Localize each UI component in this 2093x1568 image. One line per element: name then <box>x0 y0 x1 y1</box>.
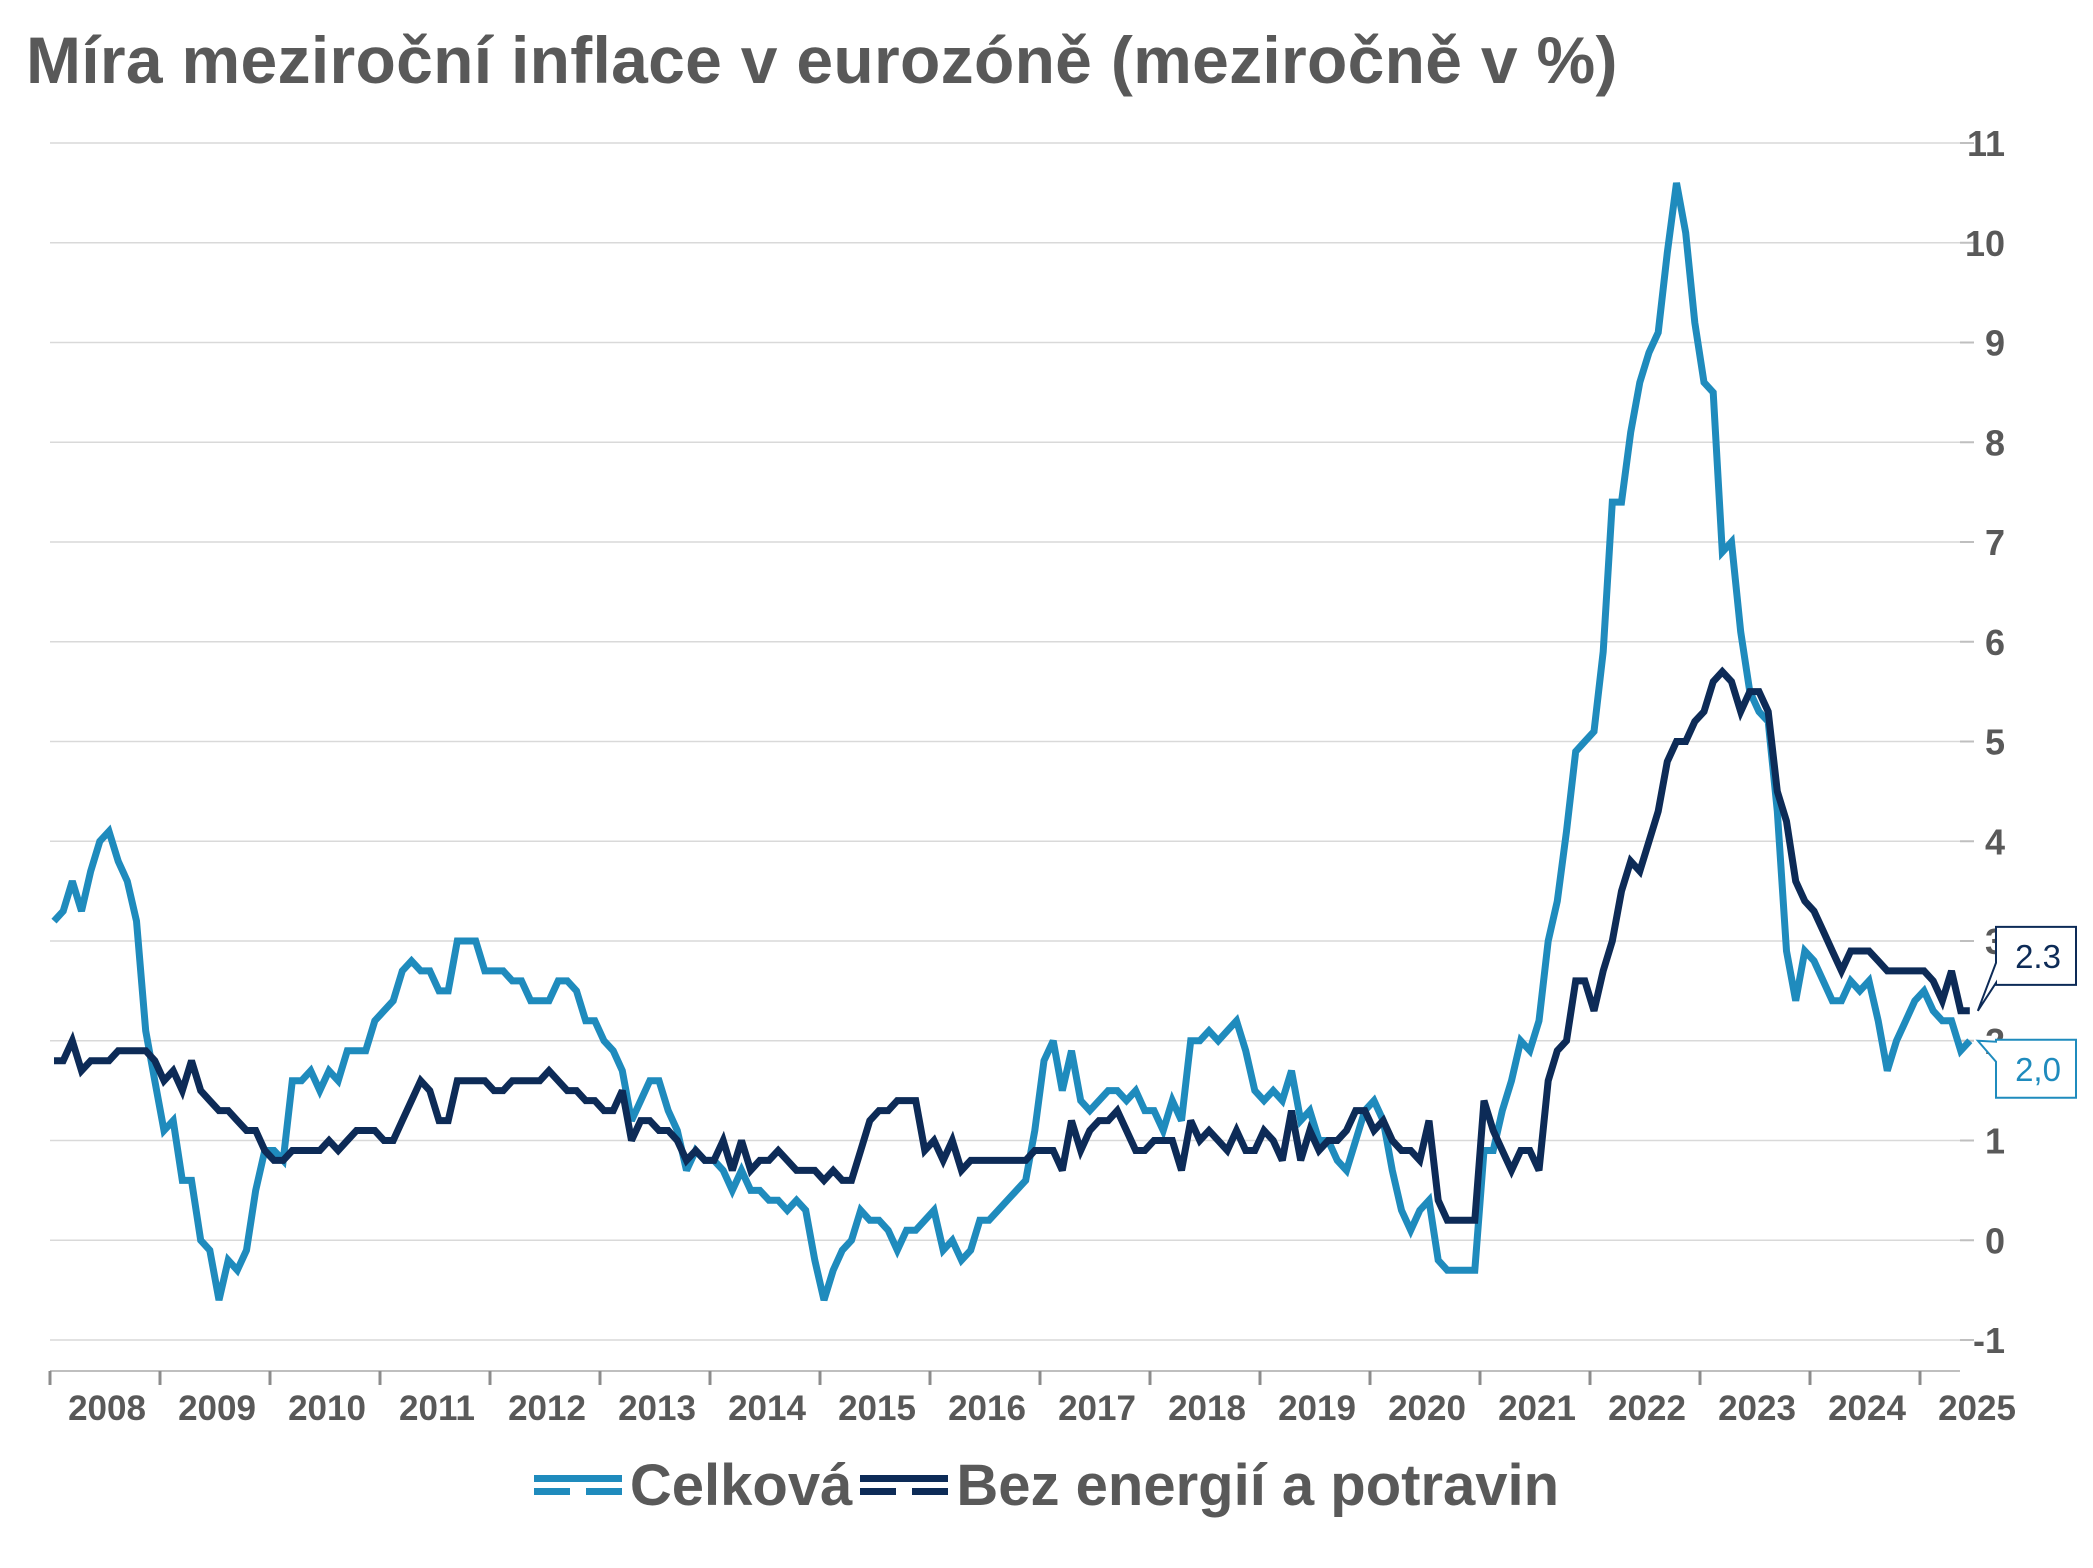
gridlines <box>50 142 1960 1341</box>
y-tick-label: 11 <box>1967 123 2005 164</box>
y-tick-label: 10 <box>1965 223 2005 264</box>
legend-item-bez-energii: Bez energií a potravin <box>860 1452 1559 1519</box>
y-tick-label: 1 <box>1985 1121 2005 1162</box>
x-tick-label: 2009 <box>178 1389 256 1428</box>
legend-label-bez-energii: Bez energií a potravin <box>956 1452 1560 1518</box>
x-tick-label: 2017 <box>1058 1389 1136 1428</box>
series-lines <box>51 182 1973 1302</box>
y-tick-label: 4 <box>1985 821 2005 862</box>
x-tick-label: 2013 <box>618 1389 696 1428</box>
end-label-text: 2,0 <box>2015 1051 2061 1088</box>
x-tick-label: 2023 <box>1718 1389 1796 1428</box>
y-tick-label: -1 <box>1973 1320 2005 1361</box>
line-chart: 2008 2009 2010 2011 2012 2013 2014 2015 2016 2017… <box>48 123 2077 1428</box>
y-axis: 11109876543210-1 <box>1960 123 2005 1361</box>
x-tick-label: 2016 <box>948 1389 1026 1428</box>
x-tick-label: 2018 <box>1168 1389 1246 1428</box>
y-tick-label: 6 <box>1985 622 2005 663</box>
legend-swatch-celkova <box>533 1475 622 1495</box>
chart-title: Míra meziroční inflace v eurozóně (mezir… <box>26 23 1618 97</box>
x-tick-label: 2024 <box>1828 1389 1906 1428</box>
end-label-1: 2.3 <box>1976 925 2077 1012</box>
x-tick-label: 2012 <box>508 1389 586 1428</box>
x-tick-label: 2014 <box>728 1389 806 1428</box>
x-tick-label: 2022 <box>1608 1389 1686 1428</box>
x-tick-label: 2010 <box>288 1389 366 1428</box>
end-label-0: 2,0 <box>1975 1038 2077 1099</box>
end-labels: 2,0 2.3 <box>1975 925 2077 1099</box>
y-tick-label: 0 <box>1985 1220 2005 1261</box>
x-tick-label: 2011 <box>399 1389 475 1428</box>
end-label-text: 2.3 <box>2015 938 2061 975</box>
y-tick-label: 8 <box>1985 422 2005 463</box>
x-tick-label: 2019 <box>1278 1389 1356 1428</box>
series-line-0 <box>51 182 1973 1302</box>
legend: Celková Bez energií a potravin <box>0 1440 2093 1530</box>
y-tick-label: 7 <box>1985 522 2005 563</box>
legend-swatch-bez-energii <box>860 1475 949 1495</box>
x-tick-label: 2008 <box>68 1389 146 1428</box>
x-tick-label: 2015 <box>838 1389 916 1428</box>
x-tick-label: 2020 <box>1388 1389 1466 1428</box>
x-tick-label: 2021 <box>1498 1389 1576 1428</box>
x-axis: 2008 2009 2010 2011 2012 2013 2014 2015 2016 2017… <box>48 1370 2016 1428</box>
x-tick-label: 2025 <box>1938 1389 2016 1428</box>
y-tick-label: 5 <box>1985 722 2005 763</box>
series-line-1 <box>54 666 1970 1224</box>
legend-item-celkova: Celková <box>533 1452 853 1519</box>
legend-label-celkova: Celková <box>629 1452 853 1518</box>
y-tick-label: 9 <box>1985 323 2005 364</box>
